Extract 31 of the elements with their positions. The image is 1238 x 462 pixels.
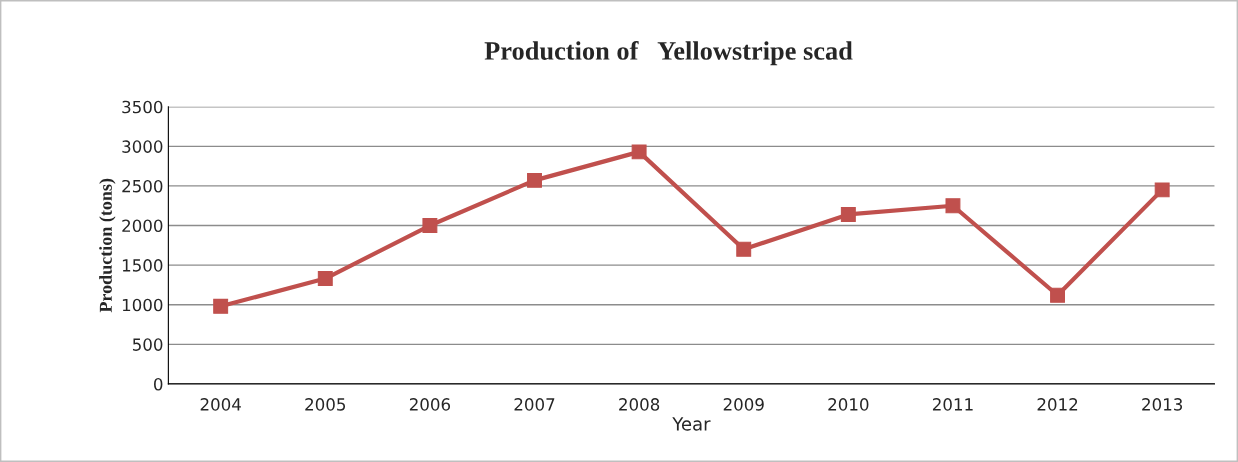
y-tick-label: 2000 xyxy=(122,219,163,233)
x-tick-label: 2011 xyxy=(932,398,973,411)
x-tick-label: 2008 xyxy=(619,398,660,411)
point xyxy=(631,144,647,160)
point xyxy=(840,206,856,222)
point xyxy=(317,271,333,287)
x-axis-title: Year xyxy=(672,417,711,431)
x-tick-label: 2005 xyxy=(305,398,346,411)
x-tick-label: 2009 xyxy=(723,398,764,411)
y-tick-label: 1000 xyxy=(122,298,163,312)
x-tick-label: 2013 xyxy=(1142,398,1183,411)
point xyxy=(945,198,961,214)
y-tick-label: 3000 xyxy=(122,140,163,153)
x-tick-label: 2012 xyxy=(1037,398,1078,411)
point xyxy=(1050,287,1066,303)
y-tick-label: 500 xyxy=(132,338,163,351)
point xyxy=(736,241,752,257)
x-tick-label: 2006 xyxy=(409,398,451,411)
y-tick-label: 2500 xyxy=(122,179,163,193)
y-tick-label: 0 xyxy=(154,377,163,391)
x-tick-label: 2007 xyxy=(514,398,555,411)
x-tick-label: 2010 xyxy=(828,398,869,411)
point xyxy=(527,172,542,188)
point xyxy=(213,298,229,314)
point xyxy=(1154,182,1170,198)
y-axis-title: Production (tons) xyxy=(99,178,116,313)
y-tick-label: 1500 xyxy=(122,259,163,272)
x-tick-label: 2004 xyxy=(200,398,241,411)
chart-title: Production of Yellowstripe scad xyxy=(484,41,853,66)
point xyxy=(422,218,438,233)
y-tick-label: 3500 xyxy=(122,100,163,114)
